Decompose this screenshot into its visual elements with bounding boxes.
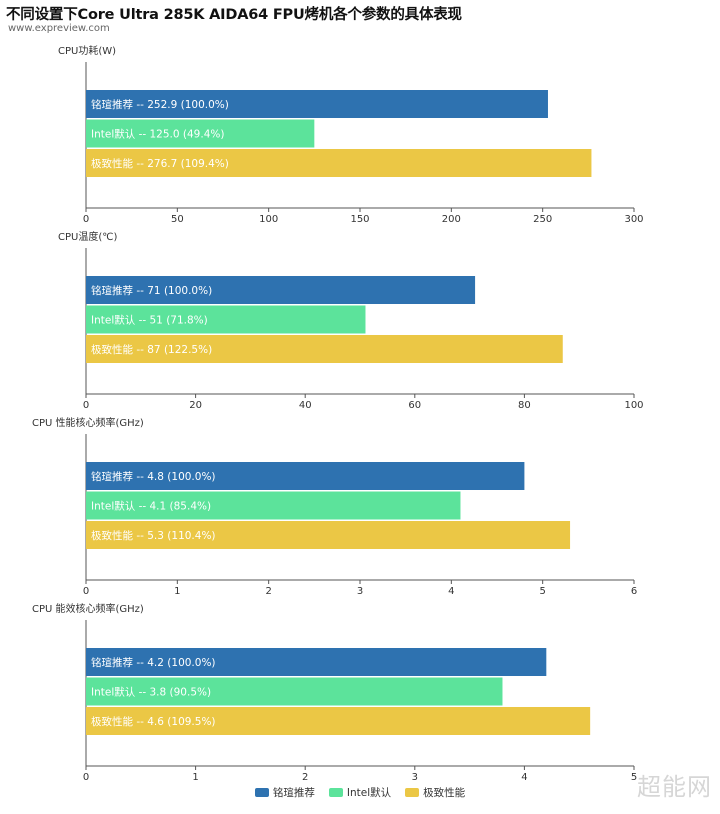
- x-tick-label: 80: [518, 400, 531, 411]
- chart-panel: CPU功耗(W) 0 50 100 150 200 250 300 铭瑄推荐 -- 252.9 …: [58, 45, 644, 225]
- chart-panel: CPU 能效核心频率(GHz) 0 1 2 3 4 5 铭瑄推荐 -- 4.2 (100.0%…: [32, 602, 637, 783]
- legend-swatch: [405, 788, 420, 797]
- bar[interactable]: [86, 677, 503, 706]
- bar[interactable]: [86, 462, 525, 490]
- bar[interactable]: [86, 491, 461, 520]
- chart-legend: 铭瑄推荐 Intel默认 极致性能: [0, 785, 720, 800]
- x-tick-label: 100: [259, 214, 278, 225]
- x-tick-label: 150: [350, 214, 369, 225]
- x-tick-label: 60: [408, 400, 421, 411]
- bar[interactable]: [86, 648, 547, 676]
- bar-data-label: 极致性能 -- 87 (122.5%): [91, 343, 212, 356]
- bar-data-label: 铭瑄推荐 -- 71 (100.0%): [91, 284, 212, 297]
- x-tick-label: 0: [83, 586, 89, 597]
- legend-item-extreme[interactable]: 极致性能: [405, 785, 465, 800]
- bar-data-label: Intel默认 -- 4.1 (85.4%): [91, 500, 211, 513]
- bar-data-label: 极致性能 -- 5.3 (110.4%): [91, 529, 216, 542]
- page-title: 不同设置下Core Ultra 285K AIDA64 FPU烤机各个参数的具体…: [6, 7, 462, 23]
- chart-title: CPU 能效核心频率(GHz): [32, 602, 144, 615]
- bar[interactable]: [86, 305, 366, 334]
- x-tick-label: 100: [624, 400, 643, 411]
- x-tick-label: 300: [624, 214, 643, 225]
- x-tick-label: 200: [442, 214, 461, 225]
- legend-item-mingxuan[interactable]: 铭瑄推荐: [254, 785, 315, 800]
- x-tick-label: 4: [521, 772, 527, 783]
- bar[interactable]: [86, 707, 591, 735]
- bar-data-label: 极致性能 -- 4.6 (109.5%): [91, 715, 216, 728]
- bar-data-label: Intel默认 -- 3.8 (90.5%): [91, 686, 211, 699]
- bar[interactable]: [86, 276, 476, 304]
- x-tick-label: 40: [299, 400, 312, 411]
- chart-panel: CPU 性能核心频率(GHz) 0 1 2 3 4 5 6 铭瑄推荐 -- 4.8 (100.0…: [32, 416, 637, 597]
- source-url: www.expreview.com: [8, 23, 110, 34]
- chart-title: CPU 性能核心频率(GHz): [32, 416, 144, 429]
- bar[interactable]: [86, 149, 592, 177]
- legend-label: Intel默认: [346, 787, 392, 799]
- watermark-logo: 超能网: [637, 773, 712, 801]
- x-tick-label: 50: [171, 214, 184, 225]
- x-tick-label: 1: [174, 586, 180, 597]
- legend-label: 极致性能: [423, 787, 466, 799]
- bar[interactable]: [86, 521, 571, 549]
- legend-swatch: [254, 788, 269, 797]
- x-tick-label: 4: [448, 586, 454, 597]
- bar-data-label: 铭瑄推荐 -- 4.2 (100.0%): [91, 656, 216, 669]
- bar-data-label: Intel默认 -- 51 (71.8%): [91, 314, 208, 327]
- x-tick-label: 3: [357, 586, 363, 597]
- x-tick-label: 250: [533, 214, 552, 225]
- bar[interactable]: [86, 119, 315, 148]
- x-tick-label: 5: [631, 772, 637, 783]
- bar-data-label: 铭瑄推荐 -- 252.9 (100.0%): [91, 98, 229, 111]
- x-tick-label: 5: [539, 586, 545, 597]
- x-tick-label: 0: [83, 772, 89, 783]
- x-tick-label: 20: [189, 400, 202, 411]
- bar-data-label: Intel默认 -- 125.0 (49.4%): [91, 128, 224, 141]
- x-tick-label: 0: [83, 214, 89, 225]
- chart-title: CPU温度(℃): [58, 230, 117, 243]
- legend-swatch: [328, 788, 343, 797]
- x-tick-label: 0: [83, 400, 89, 411]
- x-tick-label: 3: [412, 772, 418, 783]
- legend-item-intel[interactable]: Intel默认: [328, 785, 392, 800]
- bar-data-label: 极致性能 -- 276.7 (109.4%): [91, 157, 229, 170]
- x-tick-label: 6: [631, 586, 637, 597]
- legend-label: 铭瑄推荐: [272, 787, 315, 799]
- bar[interactable]: [86, 335, 563, 363]
- x-tick-label: 2: [265, 586, 271, 597]
- chart-panel: CPU温度(℃) 0 20 40 60 80 100 铭瑄推荐 -- 71 (100.0%) I…: [58, 230, 644, 411]
- x-tick-label: 2: [302, 772, 308, 783]
- x-tick-label: 1: [192, 772, 198, 783]
- chart-title: CPU功耗(W): [58, 45, 116, 57]
- bar[interactable]: [86, 90, 548, 118]
- bar-data-label: 铭瑄推荐 -- 4.8 (100.0%): [91, 470, 216, 483]
